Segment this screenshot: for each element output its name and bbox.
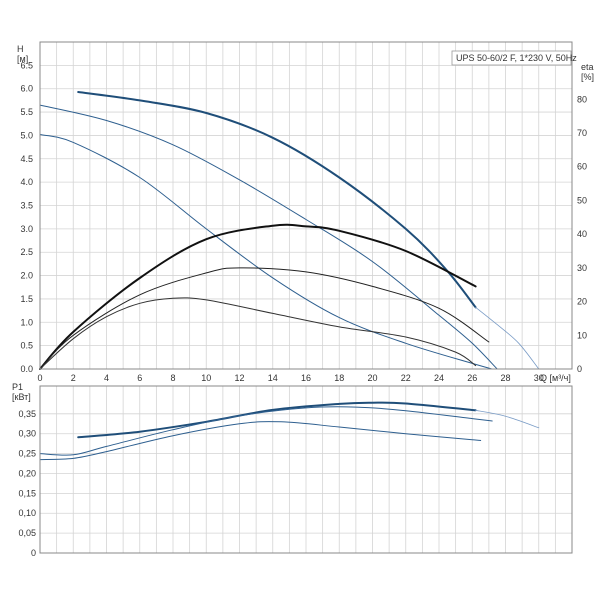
bottom-chart-ticks: 0 0,05 0,10 0,15 0,20 0,25 0,30 0,35 [18, 409, 36, 558]
y-axis-label-h: H [17, 44, 24, 54]
bottom-chart-grid [40, 386, 572, 553]
y-tick-label-eta: 80 [577, 94, 587, 104]
efficiency-curve [39, 223, 477, 370]
bottom-plot-frame [39, 385, 573, 554]
top-chart-ticks: 0.0 0.5 1.0 1.5 2.0 2.5 3.0 3.5 4.0 4.5 5.0 5.5 6.0 6… [20, 60, 587, 383]
top-plot-frame [39, 41, 573, 370]
x-tick-label: 16 [301, 373, 311, 383]
y-tick-label-h: 0.5 [20, 341, 33, 351]
y-tick-label-eta: 20 [577, 297, 587, 307]
y-tick-label-h: 1.0 [20, 317, 33, 327]
y-tick-label-eta: 50 [577, 195, 587, 205]
y-tick-label-p1: 0,10 [18, 508, 36, 518]
x-tick-label: 8 [170, 373, 175, 383]
x-tick-label: 26 [467, 373, 477, 383]
y-tick-label-p1: 0 [31, 548, 36, 558]
power-curve [475, 409, 540, 429]
y-axis-unit-eta: [%] [581, 72, 594, 82]
y-axis-label-p1: P1 [12, 382, 23, 392]
y-tick-label-p1: 0,05 [18, 528, 36, 538]
y-axis-unit-p1: [кВт] [12, 392, 31, 402]
y-tick-label-eta: 60 [577, 162, 587, 172]
bottom-chart-series [39, 401, 540, 461]
x-tick-label: 28 [500, 373, 510, 383]
y-tick-label-p1: 0,15 [18, 488, 36, 498]
chart-title: UPS 50-60/2 F, 1*230 V, 50Hz [456, 53, 577, 63]
x-tick-label: 4 [104, 373, 109, 383]
y-tick-label-p1: 0,35 [18, 409, 36, 419]
top-chart-grid [40, 42, 572, 369]
y-tick-label-h: 2.0 [20, 271, 33, 281]
x-tick-label: 14 [268, 373, 278, 383]
y-tick-label-h: 1.5 [20, 294, 33, 304]
chart-title-box [451, 50, 572, 66]
y-tick-label-h: 5.0 [20, 130, 33, 140]
y-tick-label-h: 3.0 [20, 224, 33, 234]
y-tick-label-h: 4.5 [20, 154, 33, 164]
y-tick-label-h: 2.5 [20, 247, 33, 257]
y-tick-label-h: 0.0 [20, 364, 33, 374]
x-tick-label: 0 [37, 373, 42, 383]
x-tick-label: 18 [334, 373, 344, 383]
power-curve [39, 406, 493, 456]
y-tick-label-h: 6.5 [20, 60, 33, 70]
x-tick-label: 6 [137, 373, 142, 383]
x-tick-label: 22 [401, 373, 411, 383]
y-tick-label-p1: 0,20 [18, 468, 36, 478]
y-tick-label-eta: 30 [577, 263, 587, 273]
x-tick-label: 10 [201, 373, 211, 383]
x-tick-label: 12 [234, 373, 244, 383]
y-tick-label-eta: 70 [577, 128, 587, 138]
x-tick-label: 24 [434, 373, 444, 383]
y-tick-label-eta: 10 [577, 330, 587, 340]
y-tick-label-p1: 0,25 [18, 449, 36, 459]
efficiency-curve [39, 297, 477, 370]
y-tick-label-eta: 0 [577, 364, 582, 374]
x-tick-label: 30 [534, 373, 544, 383]
y-tick-label-h: 6.0 [20, 84, 33, 94]
y-tick-label-p1: 0,30 [18, 429, 36, 439]
x-tick-label: 20 [367, 373, 377, 383]
y-tick-label-eta: 40 [577, 229, 587, 239]
y-tick-label-h: 3.5 [20, 201, 33, 211]
x-axis-label: Q [м³/ч] [540, 373, 571, 383]
head-curve [77, 91, 477, 309]
power-curve [77, 401, 477, 439]
efficiency-curve [39, 267, 490, 370]
y-axis-label-eta: eta [581, 62, 594, 72]
y-tick-label-h: 4.0 [20, 177, 33, 187]
y-axis-unit-h: [м] [17, 54, 28, 64]
head-curve [39, 134, 493, 370]
power-curve [39, 421, 482, 461]
head-curve [475, 306, 540, 370]
y-tick-label-h: 5.5 [20, 107, 33, 117]
top-chart-series [39, 91, 540, 370]
x-tick-label: 2 [71, 373, 76, 383]
head-curve [39, 104, 498, 370]
